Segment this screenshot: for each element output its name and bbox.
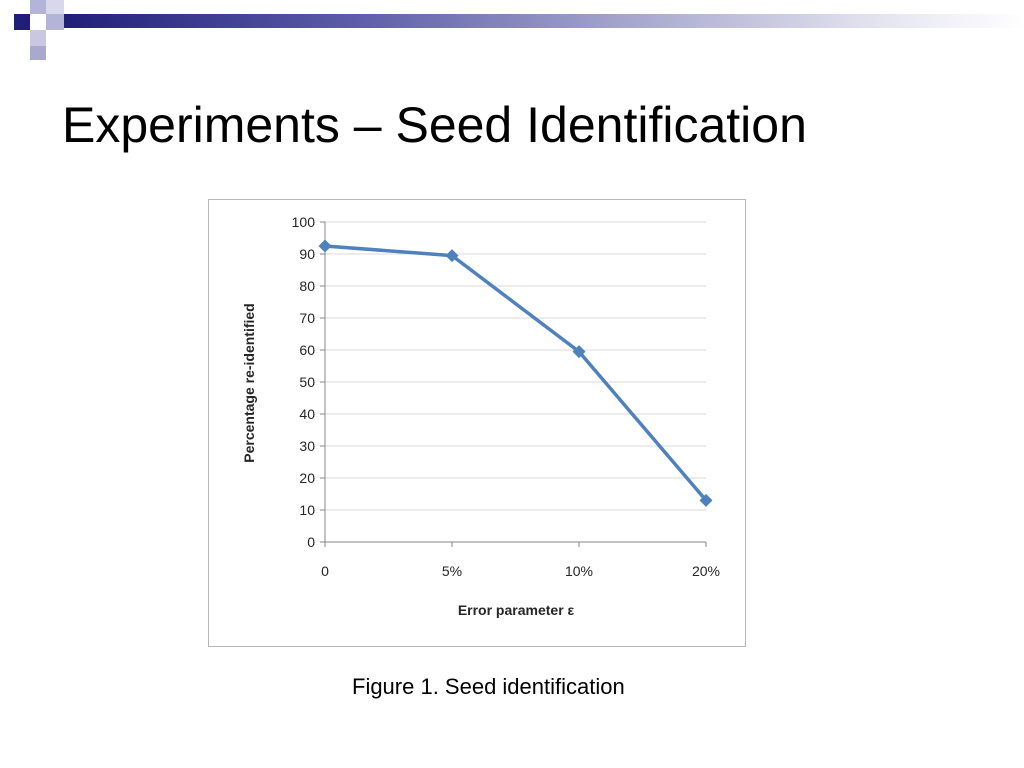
gridlines [325,221,706,511]
series [318,239,713,507]
y-tick-label: 30 [299,438,315,454]
y-tick-label: 50 [299,374,315,390]
x-tick-labels: 0 5% 10% 20% [321,563,720,579]
header-bar [0,0,1024,60]
y-tick-label: 90 [299,246,315,262]
x-tick-label: 5% [442,563,462,579]
y-tick-label: 0 [307,534,315,550]
series-line [323,244,708,503]
header-gradient-bar [64,14,1024,28]
y-tick-labels: 0 10 20 30 40 50 60 70 80 90 100 [292,214,316,550]
y-tick-label: 70 [299,310,315,326]
line-chart: 0 10 20 30 40 50 60 70 80 90 100 0 5% 10% 20% Percent… [241,214,720,618]
y-tick-label: 100 [292,214,316,230]
x-tick-label: 20% [692,563,720,579]
data-point-marker [318,239,332,253]
x-tick-label: 0 [321,563,329,579]
y-tick-label: 60 [299,342,315,358]
data-point-marker [699,493,713,507]
header-square-light [30,0,46,14]
y-axis-label: Percentage re-identified [241,303,257,463]
header-square-dark [14,14,30,30]
x-tick-label: 10% [565,563,593,579]
header-square-light [46,14,64,30]
y-tick-label: 80 [299,278,315,294]
x-axis-label: Error parameter ε [458,602,575,618]
figure-caption: Figure 1. Seed identification [352,674,625,699]
slide-title: Experiments – Seed Identification [62,97,807,153]
y-tick-label: 40 [299,406,315,422]
header-square-light [30,30,46,46]
y-tick-label: 10 [299,502,315,518]
header-square-light [30,46,46,60]
data-point-marker [445,249,459,263]
y-tick-label: 20 [299,470,315,486]
axes [320,221,707,547]
header-square-light [46,0,64,14]
data-point-marker [572,345,586,359]
chart-frame: 0 10 20 30 40 50 60 70 80 90 100 0 5% 10% 20% Percent… [208,199,746,647]
